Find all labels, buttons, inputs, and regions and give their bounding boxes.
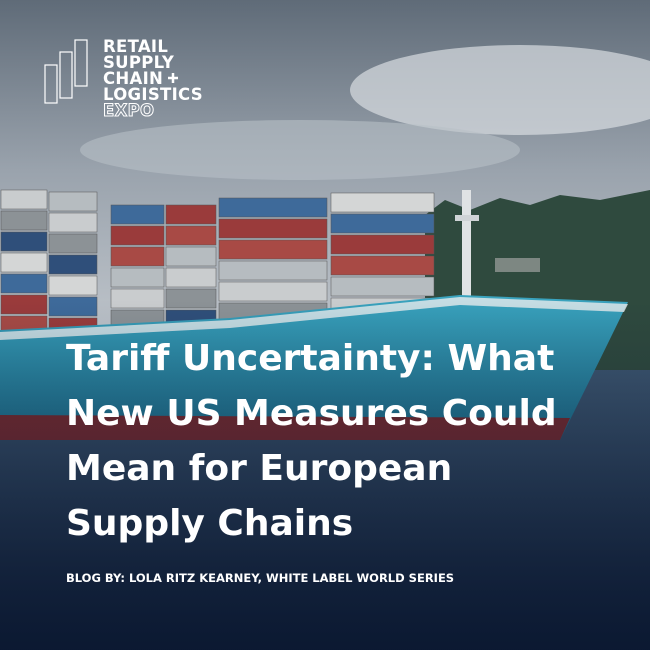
container [48,212,98,233]
logo-plus [168,73,178,83]
shade-overlay [0,300,650,650]
container [48,233,98,254]
container [330,255,435,276]
container [165,246,217,267]
logo-bar [74,39,88,87]
container [110,204,165,225]
container [330,192,435,213]
logo: RETAIL SUPPLY CHAIN LOGISTICS EXPO [44,37,203,121]
title-line: Tariff Uncertainty: What [66,338,554,379]
container [165,204,217,225]
title-line: Supply Chains [66,503,353,544]
container [110,246,165,267]
cloud [350,45,650,135]
container [48,275,98,296]
title-line: New US Measures Could [66,393,557,434]
container [48,254,98,275]
container [218,281,328,302]
container [330,213,435,234]
logo-text: RETAIL [103,37,168,56]
logo-text: CHAIN [103,69,163,88]
container [218,197,328,218]
title-line: Mean for European [66,448,452,489]
mast [462,190,471,310]
container [330,234,435,255]
container [0,273,48,294]
container [218,218,328,239]
logo-text: SUPPLY [103,53,175,72]
container [0,252,48,273]
container [110,267,165,288]
container [165,225,217,246]
container [0,210,48,231]
container [110,225,165,246]
mast-arm [455,215,479,221]
byline: BLOG BY: LOLA RITZ KEARNEY, WHITE LABEL … [66,571,454,585]
container [48,191,98,212]
container [0,231,48,252]
logo-bar [59,51,73,99]
container [218,260,328,281]
logo-text: LOGISTICS [103,85,203,104]
container [218,239,328,260]
container [330,276,435,297]
house [495,258,540,272]
logo-bar [44,64,58,104]
cloud [80,120,520,180]
container [0,189,48,210]
logo-text: EXPO [103,101,154,120]
container [165,267,217,288]
